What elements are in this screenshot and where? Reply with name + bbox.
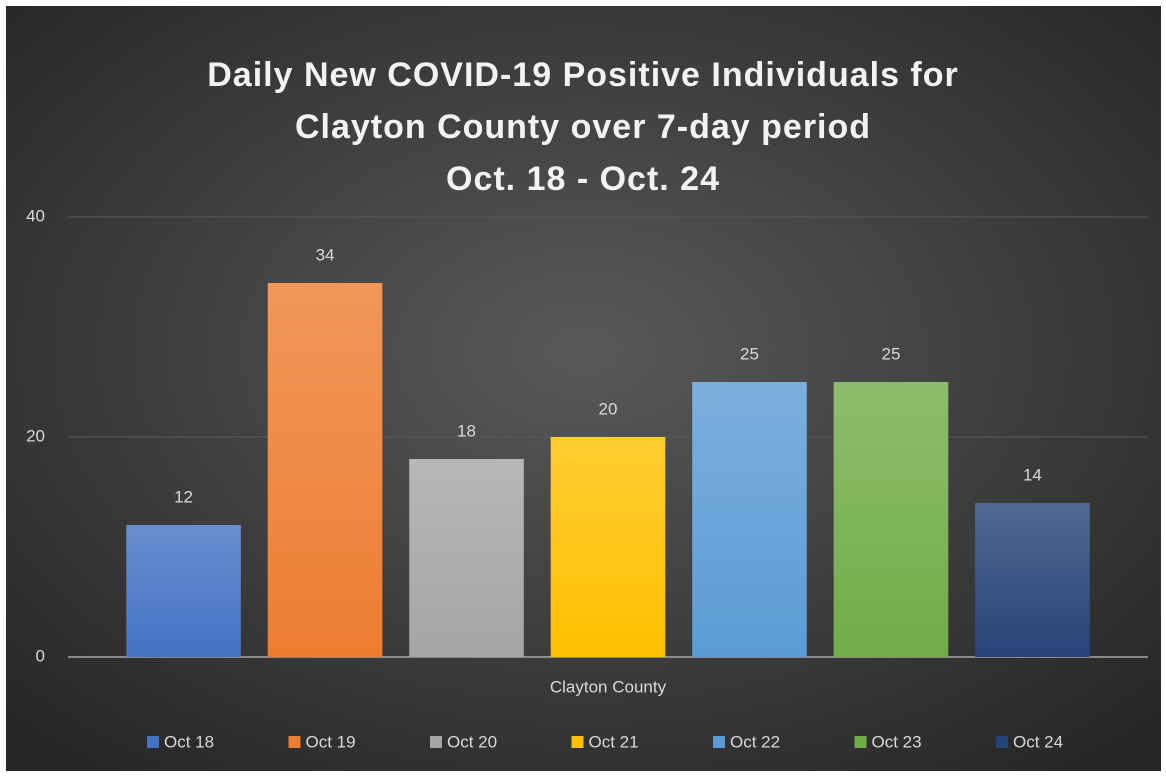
legend-label: Oct 18 — [164, 732, 214, 751]
legend-label: Oct 20 — [447, 732, 497, 751]
y-tick-label: 0 — [36, 646, 45, 665]
legend-label: Oct 23 — [872, 732, 922, 751]
x-tick-label: Clayton County — [550, 677, 667, 696]
legend-swatch — [147, 736, 159, 748]
legend-swatch — [430, 736, 442, 748]
legend-label: Oct 21 — [589, 732, 639, 751]
data-label: 34 — [316, 245, 335, 264]
bar — [267, 283, 383, 657]
legend-swatch — [571, 736, 584, 748]
legend-label: Oct 22 — [730, 732, 780, 751]
y-tick-label: 40 — [26, 206, 45, 225]
legend-swatch — [854, 736, 867, 748]
chart-title: Daily New COVID-19 Positive Individuals … — [207, 56, 959, 94]
data-label: 25 — [881, 344, 900, 363]
data-label: 18 — [457, 421, 476, 440]
bar — [692, 382, 807, 657]
bar — [975, 503, 1090, 657]
y-tick-label: 20 — [26, 426, 45, 445]
legend-label: Oct 24 — [1013, 732, 1063, 751]
legend-label: Oct 19 — [306, 732, 356, 751]
bar — [126, 525, 241, 657]
bar — [409, 459, 524, 657]
data-label: 25 — [740, 344, 759, 363]
legend-swatch — [713, 736, 725, 748]
bar — [833, 382, 949, 657]
data-label: 14 — [1023, 465, 1042, 484]
bar — [550, 437, 666, 657]
data-label: 20 — [599, 399, 618, 418]
chart-title: Clayton County over 7-day period — [295, 108, 871, 146]
chart-title: Oct. 18 - Oct. 24 — [446, 160, 720, 198]
data-label: 12 — [174, 487, 193, 506]
legend-swatch — [288, 736, 301, 748]
legend-swatch — [996, 736, 1008, 748]
